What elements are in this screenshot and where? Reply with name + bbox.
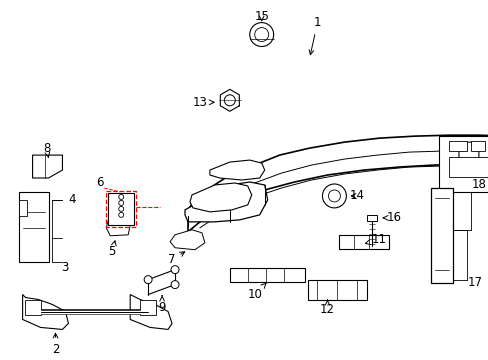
Circle shape — [119, 212, 123, 217]
Polygon shape — [189, 183, 251, 212]
Bar — [438, 136, 488, 192]
Text: 9: 9 — [158, 296, 165, 314]
Polygon shape — [106, 218, 130, 236]
Bar — [229, 268, 304, 282]
Bar — [108, 193, 134, 225]
Circle shape — [119, 201, 123, 206]
Text: 13: 13 — [192, 96, 214, 109]
Bar — [19, 200, 26, 216]
Text: 17: 17 — [467, 276, 481, 289]
Text: 10: 10 — [247, 283, 265, 301]
Text: 18: 18 — [470, 179, 486, 192]
Bar — [19, 192, 48, 262]
Polygon shape — [22, 294, 68, 329]
Circle shape — [328, 190, 340, 202]
Text: 7: 7 — [168, 252, 184, 266]
Text: 5: 5 — [108, 241, 116, 258]
Bar — [470, 141, 484, 151]
Circle shape — [171, 266, 179, 274]
Bar — [339, 235, 388, 249]
Text: 2: 2 — [52, 333, 59, 356]
Polygon shape — [458, 142, 478, 165]
Bar — [106, 191, 136, 227]
Bar — [430, 188, 452, 283]
Text: 15: 15 — [254, 10, 268, 23]
Circle shape — [224, 95, 235, 106]
Circle shape — [171, 280, 179, 289]
Circle shape — [144, 276, 152, 284]
Circle shape — [249, 23, 273, 46]
Text: 6: 6 — [96, 176, 104, 189]
Polygon shape — [170, 230, 204, 250]
Circle shape — [119, 206, 123, 211]
Bar — [366, 215, 376, 221]
Text: 8: 8 — [43, 141, 50, 158]
Bar — [140, 300, 156, 315]
Text: 1: 1 — [308, 16, 321, 55]
Polygon shape — [130, 294, 172, 329]
Text: 14: 14 — [349, 189, 364, 202]
Polygon shape — [184, 182, 267, 222]
Text: 11: 11 — [365, 233, 386, 246]
Bar — [448, 141, 466, 151]
Bar — [307, 280, 366, 300]
Circle shape — [322, 184, 346, 208]
Bar — [448, 157, 488, 177]
Polygon shape — [209, 160, 264, 180]
Bar — [24, 300, 41, 315]
Circle shape — [254, 28, 268, 41]
Text: 3: 3 — [61, 261, 68, 274]
Text: 4: 4 — [68, 193, 76, 206]
Text: 12: 12 — [319, 300, 334, 316]
Text: 16: 16 — [383, 211, 401, 224]
Polygon shape — [33, 155, 62, 178]
Circle shape — [119, 194, 123, 199]
